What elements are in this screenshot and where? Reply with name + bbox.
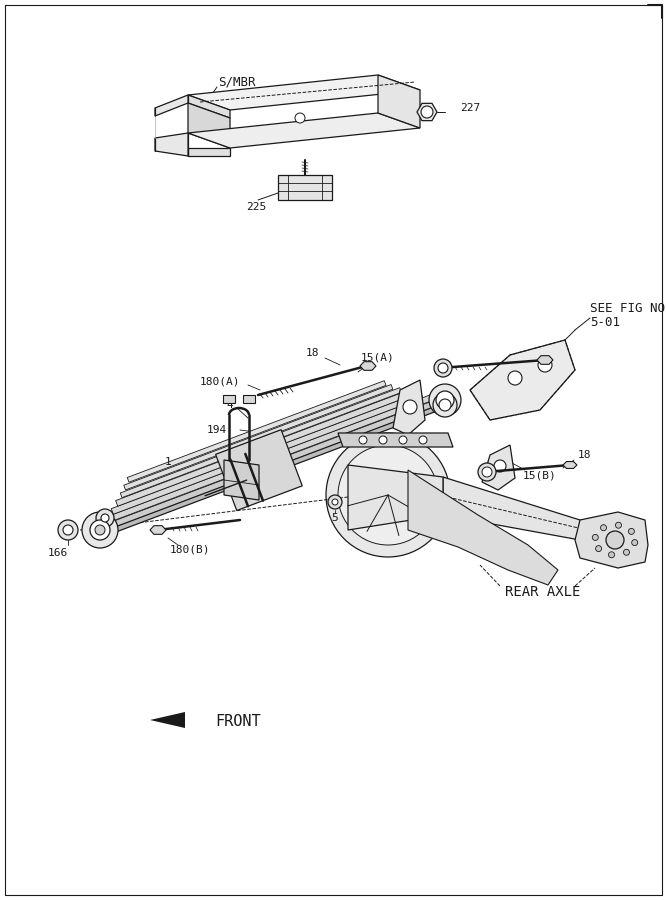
Polygon shape — [417, 104, 437, 121]
Circle shape — [63, 525, 73, 535]
Circle shape — [429, 384, 461, 416]
Polygon shape — [111, 392, 423, 514]
Text: FRONT: FRONT — [215, 715, 261, 730]
Bar — [223, 395, 235, 403]
Circle shape — [439, 399, 451, 411]
Polygon shape — [155, 95, 188, 116]
Circle shape — [399, 436, 407, 444]
Circle shape — [616, 522, 622, 528]
Circle shape — [600, 525, 606, 531]
Circle shape — [628, 528, 634, 535]
Text: 166: 166 — [48, 548, 68, 558]
Circle shape — [478, 463, 496, 481]
Polygon shape — [127, 381, 386, 482]
Circle shape — [338, 445, 438, 545]
Circle shape — [596, 545, 602, 552]
Text: 227: 227 — [460, 103, 480, 113]
Polygon shape — [575, 512, 648, 568]
Polygon shape — [99, 397, 446, 534]
Text: 15(A): 15(A) — [361, 353, 395, 363]
Polygon shape — [378, 75, 420, 128]
Polygon shape — [338, 433, 453, 447]
Circle shape — [494, 460, 506, 472]
Circle shape — [592, 535, 598, 540]
Polygon shape — [188, 75, 420, 110]
Text: SEE FIG NO.: SEE FIG NO. — [590, 302, 667, 314]
Polygon shape — [106, 394, 434, 523]
Bar — [243, 395, 255, 403]
Circle shape — [624, 549, 630, 555]
Text: 5: 5 — [331, 513, 338, 523]
Polygon shape — [393, 380, 425, 435]
Circle shape — [606, 531, 624, 549]
Circle shape — [295, 113, 305, 123]
Circle shape — [482, 467, 492, 477]
Polygon shape — [155, 133, 188, 156]
Circle shape — [438, 363, 448, 373]
Polygon shape — [150, 712, 185, 728]
Polygon shape — [224, 460, 259, 500]
Polygon shape — [101, 402, 448, 537]
Polygon shape — [278, 175, 332, 200]
Polygon shape — [537, 356, 553, 364]
Circle shape — [419, 436, 427, 444]
Circle shape — [434, 359, 452, 377]
Polygon shape — [188, 113, 420, 148]
Polygon shape — [150, 526, 166, 535]
Polygon shape — [443, 477, 620, 548]
Circle shape — [538, 358, 552, 372]
Text: S/MBR: S/MBR — [218, 76, 255, 88]
Text: 194: 194 — [207, 425, 227, 435]
Polygon shape — [408, 470, 558, 585]
Polygon shape — [115, 390, 412, 506]
Text: 180(B): 180(B) — [169, 545, 210, 555]
Circle shape — [58, 520, 78, 540]
Polygon shape — [482, 445, 515, 490]
Polygon shape — [188, 95, 230, 118]
Text: 1: 1 — [165, 457, 171, 467]
Polygon shape — [348, 465, 443, 530]
Circle shape — [326, 433, 450, 557]
Polygon shape — [470, 340, 575, 420]
Polygon shape — [124, 384, 393, 490]
Circle shape — [332, 499, 338, 505]
Circle shape — [95, 525, 105, 535]
Text: 18: 18 — [305, 348, 319, 358]
Text: 15(B): 15(B) — [523, 470, 557, 480]
Polygon shape — [188, 103, 230, 148]
Circle shape — [421, 106, 433, 118]
Polygon shape — [360, 362, 376, 370]
Circle shape — [82, 512, 118, 548]
Polygon shape — [188, 148, 230, 156]
Circle shape — [632, 540, 638, 545]
Text: 18: 18 — [578, 450, 592, 460]
Circle shape — [379, 436, 387, 444]
Circle shape — [359, 436, 367, 444]
Polygon shape — [215, 429, 302, 510]
Text: 180(A): 180(A) — [199, 377, 240, 387]
Circle shape — [508, 371, 522, 385]
Circle shape — [433, 393, 457, 417]
Circle shape — [436, 391, 454, 409]
Circle shape — [90, 520, 110, 540]
Polygon shape — [120, 388, 402, 498]
Circle shape — [608, 552, 614, 558]
Circle shape — [328, 495, 342, 509]
Text: 225: 225 — [246, 202, 266, 212]
Circle shape — [403, 400, 417, 414]
Circle shape — [96, 509, 114, 527]
Circle shape — [101, 514, 109, 522]
Text: 5-01: 5-01 — [590, 316, 620, 328]
Text: 4: 4 — [227, 400, 233, 410]
Polygon shape — [563, 462, 577, 469]
Text: 209: 209 — [88, 535, 108, 545]
Text: REAR AXLE: REAR AXLE — [506, 585, 581, 599]
